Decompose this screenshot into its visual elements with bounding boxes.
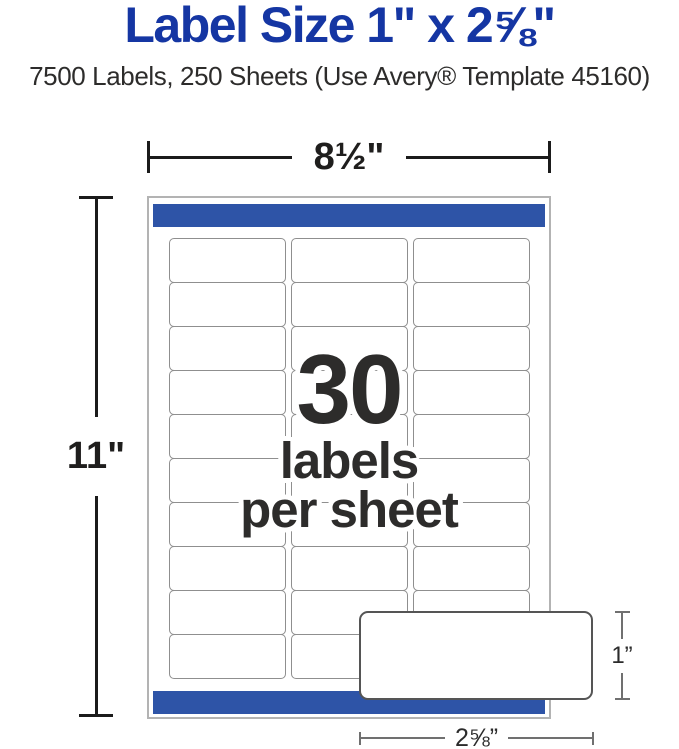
label-cell [291, 326, 408, 371]
sheet-width-dimension: 8½" [147, 136, 551, 178]
dimension-line [150, 155, 292, 159]
label-width-dimension: 2⅝” [359, 724, 594, 749]
dimension-line [621, 613, 623, 639]
label-cell [413, 282, 530, 327]
dimension-end-cap [592, 731, 594, 745]
label-cell [169, 546, 286, 591]
label-cell [169, 238, 286, 283]
sheet-height-dimension: 11" [67, 196, 125, 717]
dimension-end-cap [548, 141, 551, 173]
label-cell [291, 282, 408, 327]
page-title: Label Size 1" x 2⅝" [124, 0, 556, 53]
label-cell [169, 590, 286, 635]
label-cell [291, 238, 408, 283]
label-cell [291, 546, 408, 591]
label-cell [413, 458, 530, 503]
sheet-caption: 30 labels per sheet [147, 334, 551, 538]
label-grid [169, 238, 530, 679]
label-cell [169, 634, 286, 679]
label-cell [291, 458, 408, 503]
per-sheet-word: per sheet [240, 481, 459, 538]
dimension-line [94, 199, 98, 417]
sheet-height-dimension-label: 11" [66, 435, 126, 477]
label-cell [169, 370, 286, 415]
label-cell [291, 502, 408, 547]
label-cell [413, 546, 530, 591]
label-cell [413, 370, 530, 415]
dimension-line [621, 672, 623, 698]
label-cell [169, 326, 286, 371]
dimension-line [94, 496, 98, 714]
label-column [169, 238, 286, 679]
label-cell [169, 282, 286, 327]
dimension-line [508, 737, 592, 739]
dimension-line [361, 737, 445, 739]
label-cell [413, 238, 530, 283]
dimension-line [406, 155, 548, 159]
label-width-dimension-label: 2⅝” [454, 724, 499, 749]
dimension-end-cap [614, 611, 630, 613]
labels-word: labels [279, 432, 420, 489]
dimension-end-cap [359, 731, 361, 745]
label-cell [169, 414, 286, 459]
dimension-end-cap [147, 141, 150, 173]
label-height-dimension-label: 1” [611, 641, 633, 669]
dimension-end-cap [79, 714, 113, 717]
sheet-top-blue-bar [153, 204, 545, 227]
subtitle: 7500 Labels, 250 Sheets (Use Avery® Temp… [29, 61, 650, 91]
labels-count: 30 [296, 334, 403, 444]
single-label-callout [359, 611, 593, 700]
dimension-end-cap [79, 196, 113, 199]
label-height-dimension: 1” [607, 611, 637, 700]
label-cell [413, 326, 530, 371]
label-cell [291, 370, 408, 415]
label-sheet [147, 196, 551, 719]
sheet-width-dimension-label: 8½" [313, 136, 385, 178]
dimension-end-cap [614, 698, 630, 700]
label-cell [169, 458, 286, 503]
